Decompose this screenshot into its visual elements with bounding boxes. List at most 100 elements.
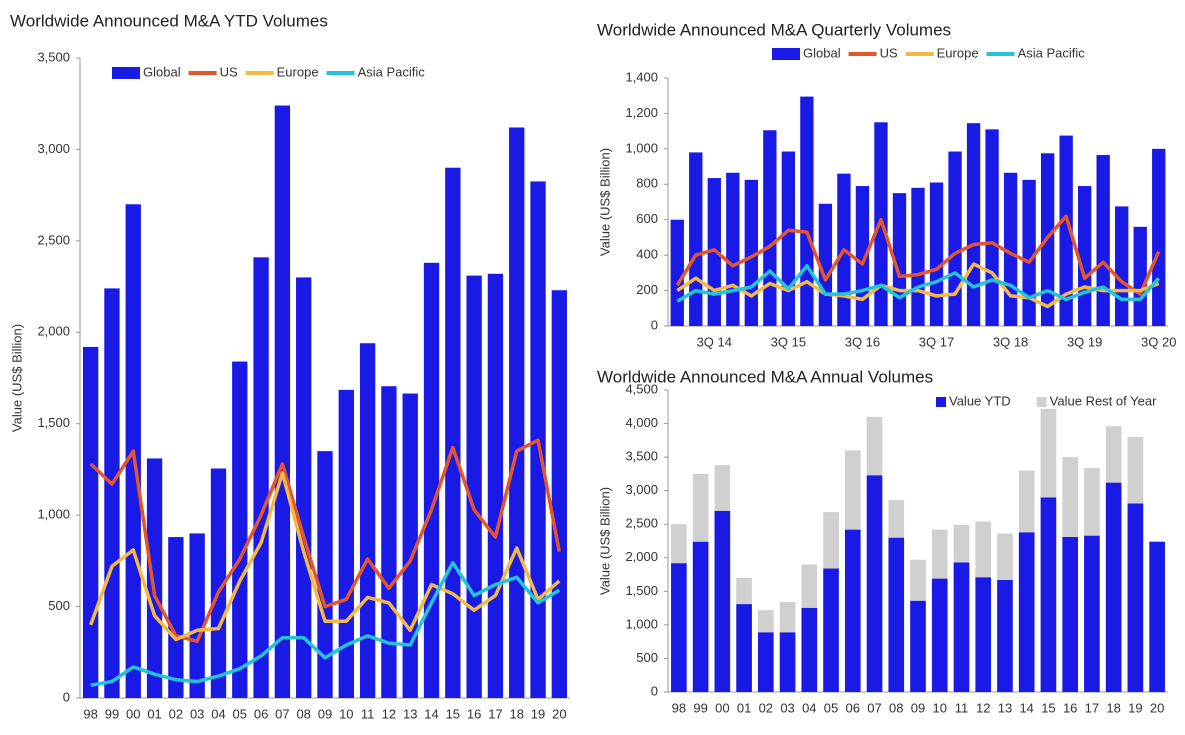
x-tick-label: 03 — [780, 700, 794, 715]
legend-label: US — [880, 45, 898, 60]
x-tick-label: 99 — [105, 706, 119, 721]
bar — [744, 179, 758, 326]
x-tick-label: 20 — [552, 706, 566, 721]
x-tick-label: 05 — [233, 706, 247, 721]
bar — [232, 361, 248, 698]
bar-segment — [671, 524, 687, 564]
bar-segment — [1105, 482, 1122, 692]
chart-title: Worldwide Announced M&A Annual Volumes — [597, 367, 933, 386]
bar — [189, 533, 205, 698]
bar-segment — [1084, 467, 1100, 536]
x-tick-label: 99 — [693, 700, 707, 715]
legend-label: US — [220, 64, 238, 79]
y-tick-label: 500 — [636, 650, 658, 665]
y-tick-label: 0 — [651, 317, 658, 332]
x-tick-label: 04 — [802, 700, 816, 715]
bar — [1078, 186, 1092, 326]
bar-segment — [931, 529, 948, 579]
bar — [381, 386, 397, 698]
y-tick-label: 1,500 — [625, 583, 658, 598]
bar-segment — [714, 465, 731, 511]
y-tick-label: 1,000 — [37, 507, 70, 522]
bar — [317, 451, 333, 698]
bar-segment — [997, 533, 1013, 580]
x-tick-label: 07 — [867, 700, 881, 715]
bar-segment — [736, 604, 752, 692]
legend-label: Global — [803, 45, 841, 60]
y-tick-label: 3,000 — [625, 482, 658, 497]
bar-segment — [975, 577, 992, 692]
x-tick-label: 19 — [1128, 700, 1142, 715]
x-tick-label: 3Q 15 — [771, 334, 806, 349]
bar — [966, 123, 981, 327]
x-tick-label: 08 — [889, 700, 903, 715]
bar-segment — [1062, 536, 1078, 692]
bar — [726, 172, 740, 326]
bar — [1133, 226, 1147, 326]
bar — [948, 151, 962, 326]
x-tick-label: 98 — [83, 706, 97, 721]
bar-segment — [779, 602, 796, 633]
x-tick-label: 3Q 16 — [845, 334, 880, 349]
bar-segment — [1127, 503, 1144, 692]
y-tick-label: 2,500 — [37, 232, 70, 247]
bar — [911, 187, 925, 326]
bar — [689, 152, 703, 326]
y-tick-label: 500 — [48, 598, 70, 613]
bar-segment — [801, 607, 818, 692]
legend-label: Europe — [937, 45, 979, 60]
bar — [929, 182, 944, 326]
x-tick-label: 01 — [737, 700, 751, 715]
y-tick-label: 1,400 — [625, 69, 658, 84]
bar — [82, 346, 99, 698]
x-tick-label: 06 — [846, 700, 860, 715]
x-tick-label: 06 — [254, 706, 268, 721]
x-tick-label: 16 — [467, 706, 481, 721]
line — [676, 262, 1160, 309]
bar-segment — [866, 475, 883, 692]
bar — [763, 130, 777, 326]
y-tick-label: 600 — [636, 211, 658, 226]
bar-segment — [1127, 436, 1144, 504]
x-tick-label: 11 — [361, 706, 375, 721]
x-tick-label: 01 — [147, 706, 161, 721]
bar — [146, 458, 163, 698]
bar-segment — [910, 559, 926, 601]
x-tick-label: 3Q 20 — [1141, 334, 1176, 349]
legend-label: Asia Pacific — [358, 64, 426, 79]
x-tick-label: 17 — [1085, 700, 1099, 715]
x-tick-label: 17 — [488, 706, 502, 721]
bar — [1096, 155, 1110, 326]
bar — [1152, 148, 1166, 326]
x-tick-label: 09 — [318, 706, 332, 721]
x-tick-label: 10 — [933, 700, 947, 715]
bar-segment — [975, 521, 992, 578]
x-tick-label: 13 — [998, 700, 1012, 715]
legend-swatch — [1036, 397, 1047, 407]
x-tick-label: 14 — [424, 706, 438, 721]
y-tick-label: 800 — [636, 176, 658, 191]
bar-segment — [953, 562, 970, 692]
x-tick-label: 15 — [1041, 700, 1055, 715]
bar — [338, 389, 354, 698]
x-tick-label: 20 — [1150, 700, 1164, 715]
bar — [274, 105, 291, 699]
bar-segment — [997, 579, 1013, 692]
bar — [296, 277, 312, 698]
bar — [1059, 135, 1073, 326]
line — [675, 214, 1161, 296]
y-tick-label: 1,000 — [625, 140, 658, 155]
bar — [509, 127, 525, 698]
bar-segment — [931, 578, 948, 692]
bar — [104, 288, 120, 698]
y-axis-title: Value (US$ Billion) — [9, 324, 24, 432]
bar — [423, 262, 440, 698]
x-tick-label: 04 — [211, 706, 225, 721]
legend-label: Value Rest of Year — [1050, 393, 1157, 408]
y-tick-label: 3,500 — [625, 449, 658, 464]
bar-segment — [1084, 535, 1100, 692]
bar-segment — [714, 510, 731, 692]
line — [90, 560, 561, 687]
bar-segment — [1018, 532, 1035, 692]
